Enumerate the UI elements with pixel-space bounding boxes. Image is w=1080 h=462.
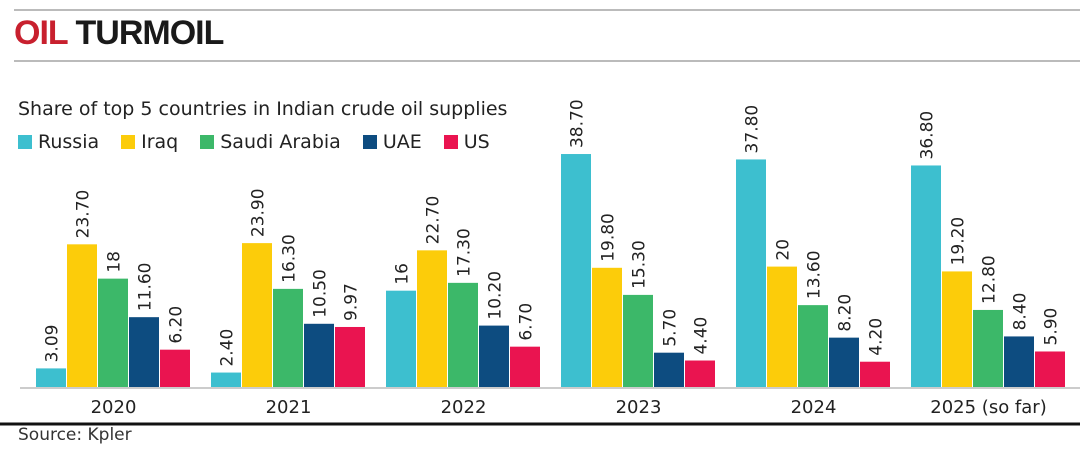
bar-us-2024 [860, 361, 890, 387]
x-tick-label: 2021 [266, 397, 312, 418]
data-label: 9.97 [342, 283, 362, 321]
legend-item-uae: UAE [362, 131, 422, 153]
legend-label: Russia [38, 131, 100, 153]
bar-us-2022 [510, 346, 540, 387]
data-label: 16 [393, 263, 413, 285]
data-label: 10.20 [486, 271, 506, 320]
data-label: 13.60 [805, 250, 825, 299]
legend-swatch [443, 135, 458, 149]
data-label: 18 [105, 251, 125, 273]
data-label: 19.80 [599, 213, 619, 262]
bar-saudi-arabia-2023 [623, 294, 653, 387]
data-label: 8.40 [1011, 293, 1031, 331]
bar-iraq-2022 [417, 250, 447, 387]
legend-item-russia: Russia [18, 131, 99, 153]
data-label: 23.70 [74, 190, 94, 239]
data-label: 11.60 [136, 262, 156, 311]
data-label: 22.70 [424, 196, 444, 245]
data-label: 23.90 [249, 188, 269, 237]
data-label: 8.20 [836, 294, 856, 332]
source-note: Source: Kpler [18, 425, 132, 445]
bar-russia-2021 [211, 372, 241, 387]
data-label: 19.20 [949, 217, 969, 266]
data-label: 6.70 [517, 303, 537, 341]
bar-uae-2024 [829, 337, 859, 387]
data-label: 17.30 [455, 228, 475, 277]
legend-label: Iraq [141, 131, 179, 153]
data-label: 37.80 [743, 105, 763, 154]
bar-uae-2023 [654, 352, 684, 387]
bar-iraq-2024 [767, 266, 797, 387]
data-label: 5.90 [1042, 308, 1062, 346]
bar-saudi-arabia-2021 [273, 288, 303, 387]
legend-swatch [200, 135, 215, 149]
legend: Russia Iraq Saudi Arabia UAE US [18, 131, 490, 153]
data-label: 3.09 [43, 325, 63, 363]
bar-iraq-2025 [942, 271, 972, 387]
data-label: 10.50 [311, 269, 331, 318]
bar-iraq-2023 [592, 267, 622, 387]
legend-label: Saudi Arabia [220, 131, 341, 153]
bar-russia-2025 [911, 165, 941, 387]
legend-item-us: US [443, 131, 490, 153]
bar-russia-2020 [36, 368, 66, 387]
data-label: 20 [774, 239, 794, 261]
bar-russia-2023 [561, 154, 591, 387]
bar-uae-2022 [479, 325, 509, 387]
legend-swatch [18, 135, 32, 149]
bar-iraq-2020 [67, 244, 97, 387]
data-label: 4.20 [867, 318, 887, 356]
bar-russia-2024 [736, 159, 766, 387]
legend-item-saudi-arabia: Saudi Arabia [200, 131, 341, 153]
legend-swatch [362, 135, 377, 149]
legend-item-iraq: Iraq [121, 131, 178, 153]
bar-uae-2021 [304, 323, 334, 387]
bar-us-2021 [335, 326, 365, 387]
data-label: 16.30 [280, 234, 300, 283]
data-label: 36.80 [918, 111, 938, 160]
data-label: 38.70 [568, 99, 588, 148]
bar-us-2023 [685, 360, 715, 387]
data-label: 5.70 [661, 309, 681, 347]
bar-uae-2025 [1004, 336, 1034, 387]
bar-uae-2020 [129, 317, 159, 387]
chart-subtitle: Share of top 5 countries in Indian crude… [18, 98, 508, 120]
x-tick-label: 2025 (so far) [930, 397, 1046, 418]
data-label: 12.80 [980, 255, 1000, 304]
bar-saudi-arabia-2020 [98, 278, 128, 387]
x-tick-label: 2023 [616, 397, 662, 418]
page-title: OIL TURMOIL [14, 14, 224, 52]
bar-saudi-arabia-2025 [973, 309, 1003, 387]
data-label: 6.20 [167, 306, 187, 344]
bar-iraq-2021 [242, 243, 272, 387]
bar-us-2020 [160, 349, 190, 387]
bar-saudi-arabia-2022 [448, 282, 478, 387]
bar-russia-2022 [386, 290, 416, 387]
data-label: 15.30 [630, 240, 650, 289]
legend-label: US [463, 131, 490, 153]
legend-label: UAE [382, 131, 422, 153]
bar-us-2025 [1035, 351, 1065, 387]
bar-saudi-arabia-2024 [798, 305, 828, 387]
x-tick-label: 2022 [441, 397, 487, 418]
data-label: 4.40 [692, 317, 712, 355]
legend-swatch [121, 135, 136, 149]
x-tick-label: 2024 [791, 397, 837, 418]
x-tick-label: 2020 [91, 397, 137, 418]
data-label: 2.40 [218, 329, 238, 367]
